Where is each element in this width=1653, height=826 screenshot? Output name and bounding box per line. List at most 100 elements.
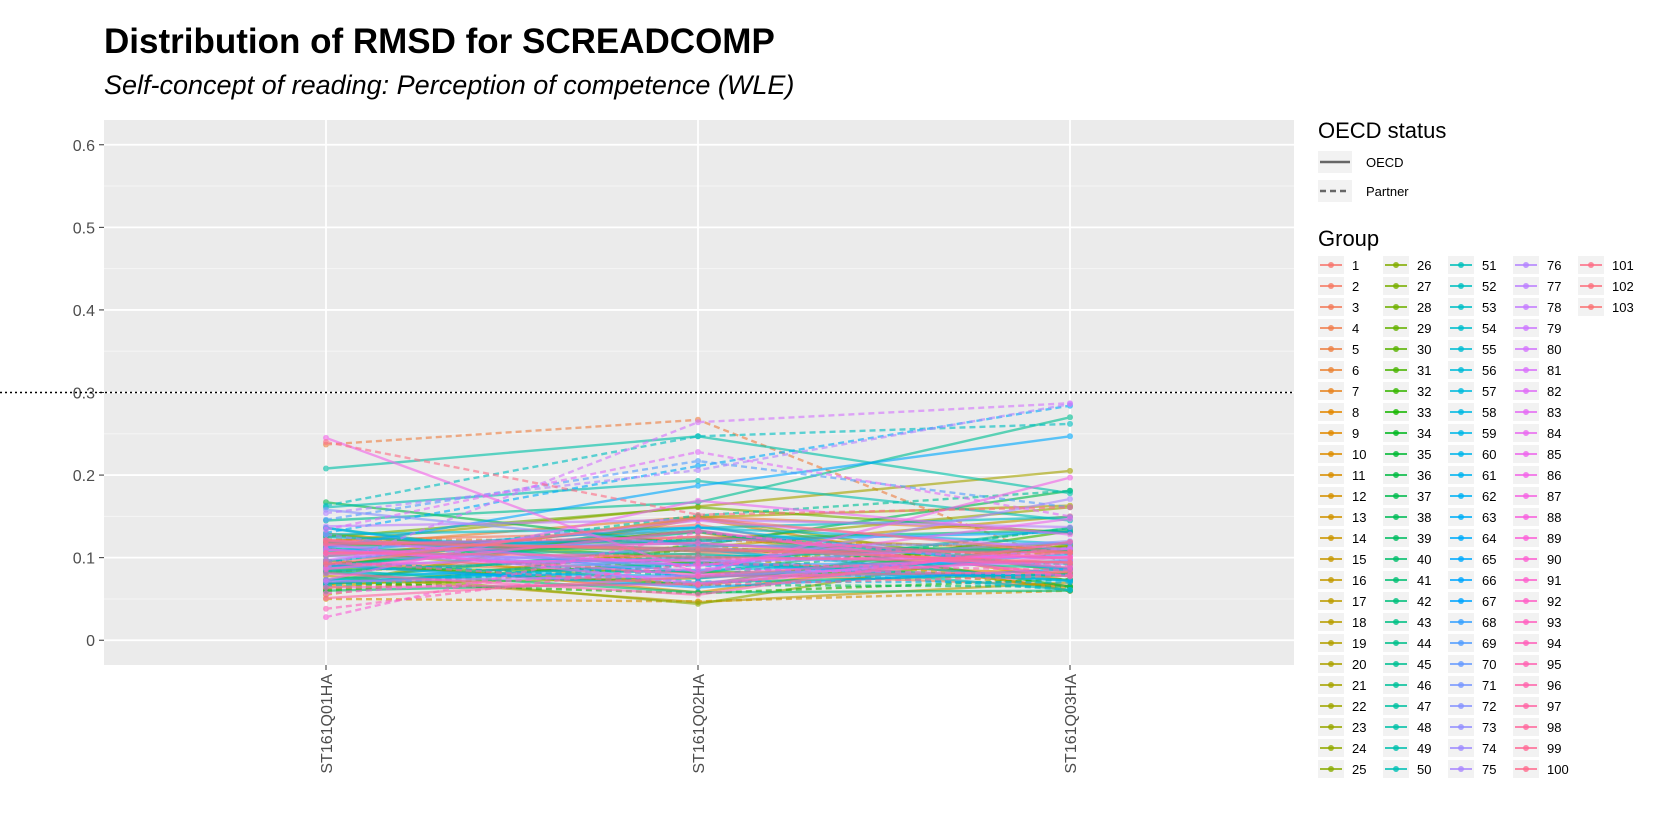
legend-group-label: 50	[1417, 762, 1431, 777]
series-point	[1067, 515, 1073, 522]
legend-group-label: 27	[1417, 279, 1431, 294]
legend-key-point	[1458, 346, 1464, 352]
legend-key-point	[1328, 766, 1334, 772]
legend-group-item-13: 13	[1318, 508, 1366, 526]
legend-group-item-97: 97	[1513, 697, 1561, 715]
legend-group-item-50: 50	[1383, 760, 1431, 778]
legend-group-label: 21	[1352, 678, 1366, 693]
series-point	[695, 591, 701, 598]
minor-gridlines	[104, 185, 1294, 600]
legend-key-point	[1523, 640, 1529, 646]
series-point	[695, 482, 701, 489]
legend-group-item-14: 14	[1318, 529, 1366, 547]
legend-group-label: 33	[1417, 405, 1431, 420]
legend-group-item-73: 73	[1448, 718, 1496, 736]
legend-group-item-56: 56	[1448, 361, 1496, 379]
legend-group-item-12: 12	[1318, 487, 1366, 505]
legend-group-label: 86	[1547, 468, 1561, 483]
series-point	[1067, 400, 1073, 407]
chart-subtitle: Self-concept of reading: Perception of c…	[104, 70, 795, 100]
series-point	[695, 449, 701, 455]
legend-key-point	[1523, 661, 1529, 667]
series-point	[1067, 577, 1073, 584]
y-axis: 0 0.1 0.2 0.3 0.4 0.5 0.6	[73, 138, 104, 650]
legend-key-point	[1458, 388, 1464, 394]
series-point	[695, 463, 701, 469]
legend-group-label: 76	[1547, 258, 1561, 273]
legend-key-point	[1523, 703, 1529, 709]
legend-key-point	[1393, 514, 1399, 520]
legend-key-point	[1328, 346, 1334, 352]
legend-group-item-75: 75	[1448, 760, 1496, 778]
legend-key-point	[1328, 262, 1334, 268]
legend-key-point	[1458, 451, 1464, 457]
legend-group-item-21: 21	[1318, 676, 1366, 694]
legend-group-label: 77	[1547, 279, 1561, 294]
series-point	[695, 600, 701, 607]
legend-group-label: 40	[1417, 552, 1431, 567]
legend-key-point	[1458, 577, 1464, 583]
legend-group-label: 8	[1352, 405, 1359, 420]
legend-group-label: 34	[1417, 426, 1431, 441]
legend-key-point	[1523, 766, 1529, 772]
legend-group-item-34: 34	[1383, 424, 1431, 442]
legend-key-point	[1328, 472, 1334, 478]
legend-group-item-15: 15	[1318, 550, 1366, 568]
legend-key-point	[1458, 409, 1464, 415]
series-line	[325, 459, 1071, 521]
legend-group-item-93: 93	[1513, 613, 1561, 631]
legend-group-item-43: 43	[1383, 613, 1431, 631]
legend-key-point	[1393, 724, 1399, 730]
legend-group-item-11: 11	[1318, 466, 1366, 484]
legend-key-point	[1523, 682, 1529, 688]
legend-key-point	[1393, 388, 1399, 394]
legend-group-label: 91	[1547, 573, 1561, 588]
legend-group-item-41: 41	[1383, 571, 1431, 589]
legend-group-item-86: 86	[1513, 466, 1561, 484]
legend-key-point	[1523, 325, 1529, 331]
legend-group-label: 79	[1547, 321, 1561, 336]
legend-key-point	[1458, 556, 1464, 562]
legend-oecd-label: Partner	[1366, 184, 1409, 199]
legend-key-point	[1523, 577, 1529, 583]
legend-group-item-82: 82	[1513, 382, 1561, 400]
legend-key-point	[1458, 682, 1464, 688]
series-point	[323, 539, 329, 546]
legend-group-label: 24	[1352, 741, 1366, 756]
legend-group-label: 53	[1482, 300, 1496, 315]
legend-key-point	[1523, 724, 1529, 730]
legend-group-label: 74	[1482, 741, 1496, 756]
x-tick-label: ST161Q01HA	[319, 674, 336, 774]
legend-key-point	[1523, 388, 1529, 394]
legend-group-item-92: 92	[1513, 592, 1561, 610]
legend-group-label: 89	[1547, 531, 1561, 546]
legend-group-item-33: 33	[1383, 403, 1431, 421]
legend-group-label: 75	[1482, 762, 1496, 777]
series-point	[323, 465, 329, 472]
legend-group-label: 38	[1417, 510, 1431, 525]
y-tick-label: 0.5	[73, 220, 95, 237]
legend-group-item-60: 60	[1448, 445, 1496, 463]
legend-group-item-80: 80	[1513, 340, 1561, 358]
legend-group-label: 73	[1482, 720, 1496, 735]
legend-key-point	[1523, 556, 1529, 562]
legend-group-item-67: 67	[1448, 592, 1496, 610]
series-point	[323, 570, 329, 577]
series-point	[323, 566, 329, 573]
legend-group-item-42: 42	[1383, 592, 1431, 610]
legend-key-point	[1458, 535, 1464, 541]
legend-group-label: 93	[1547, 615, 1561, 630]
legend-group-label: 52	[1482, 279, 1496, 294]
legend-group-label: 72	[1482, 699, 1496, 714]
legend-group-label: 10	[1352, 447, 1366, 462]
y-tick-label: 0.6	[73, 138, 95, 155]
legend-group-label: 80	[1547, 342, 1561, 357]
legend-key-point	[1393, 556, 1399, 562]
legend-group-item-65: 65	[1448, 550, 1496, 568]
series-point	[695, 573, 701, 580]
legend-group-item-95: 95	[1513, 655, 1561, 673]
legend-key-point	[1328, 619, 1334, 625]
legend-key-point	[1393, 493, 1399, 499]
legend-group-label: 63	[1482, 510, 1496, 525]
series-point	[1067, 586, 1073, 593]
